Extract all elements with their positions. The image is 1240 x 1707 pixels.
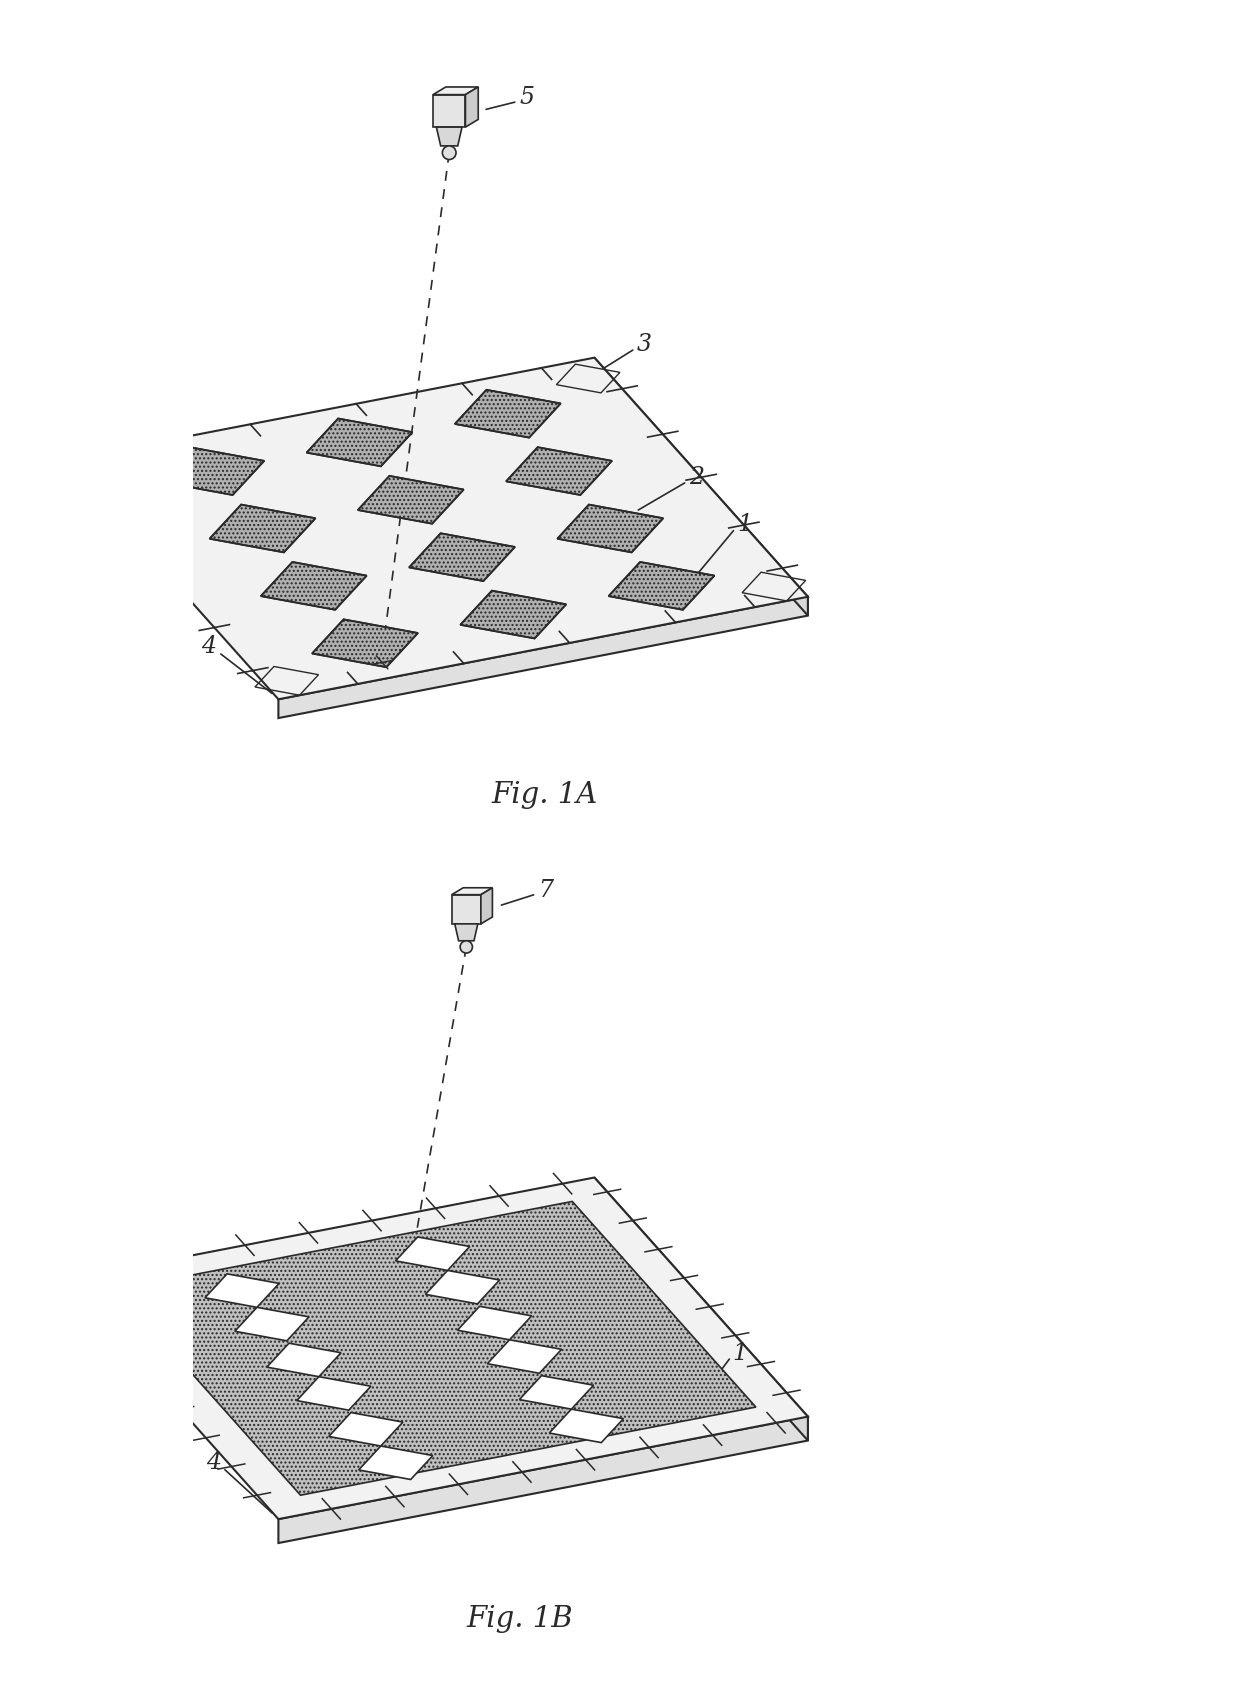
Polygon shape	[506, 447, 613, 495]
Text: 1: 1	[737, 512, 751, 536]
Polygon shape	[279, 1417, 808, 1543]
Text: Fig. 1B: Fig. 1B	[466, 1605, 573, 1632]
Polygon shape	[465, 87, 479, 128]
Polygon shape	[296, 1378, 371, 1410]
Text: 1: 1	[733, 1340, 748, 1364]
Polygon shape	[312, 620, 418, 667]
Polygon shape	[433, 96, 465, 128]
Polygon shape	[396, 1238, 470, 1270]
Text: 2: 2	[689, 466, 704, 488]
Polygon shape	[425, 1270, 500, 1304]
Polygon shape	[433, 87, 479, 96]
Polygon shape	[117, 1202, 756, 1495]
Circle shape	[460, 941, 472, 954]
Polygon shape	[451, 894, 481, 923]
Polygon shape	[557, 505, 663, 553]
Polygon shape	[159, 447, 264, 495]
Text: 5: 5	[520, 85, 534, 109]
Text: 7: 7	[538, 877, 553, 901]
Text: 4: 4	[202, 635, 217, 657]
Polygon shape	[267, 1343, 341, 1378]
Polygon shape	[451, 888, 492, 894]
Polygon shape	[205, 1273, 279, 1308]
Polygon shape	[306, 420, 413, 468]
Polygon shape	[455, 923, 477, 941]
Polygon shape	[279, 597, 808, 719]
Polygon shape	[234, 1308, 309, 1342]
Polygon shape	[436, 128, 463, 147]
Polygon shape	[455, 391, 560, 439]
Polygon shape	[210, 505, 315, 553]
Text: 6: 6	[608, 1255, 622, 1279]
Polygon shape	[64, 358, 808, 700]
Polygon shape	[358, 476, 464, 524]
Polygon shape	[358, 1446, 433, 1480]
Polygon shape	[609, 563, 714, 611]
Polygon shape	[64, 1178, 808, 1519]
Polygon shape	[549, 1410, 624, 1442]
Polygon shape	[481, 888, 492, 923]
Polygon shape	[409, 534, 515, 582]
Polygon shape	[594, 1178, 808, 1441]
Text: 4: 4	[206, 1449, 221, 1473]
Polygon shape	[594, 358, 808, 616]
Polygon shape	[260, 563, 367, 611]
Text: 3: 3	[637, 333, 652, 357]
Polygon shape	[487, 1340, 562, 1374]
Circle shape	[443, 147, 456, 160]
Text: Fig. 1A: Fig. 1A	[492, 780, 598, 809]
Polygon shape	[458, 1306, 532, 1340]
Polygon shape	[460, 591, 567, 638]
Polygon shape	[520, 1376, 594, 1410]
Polygon shape	[329, 1413, 403, 1446]
